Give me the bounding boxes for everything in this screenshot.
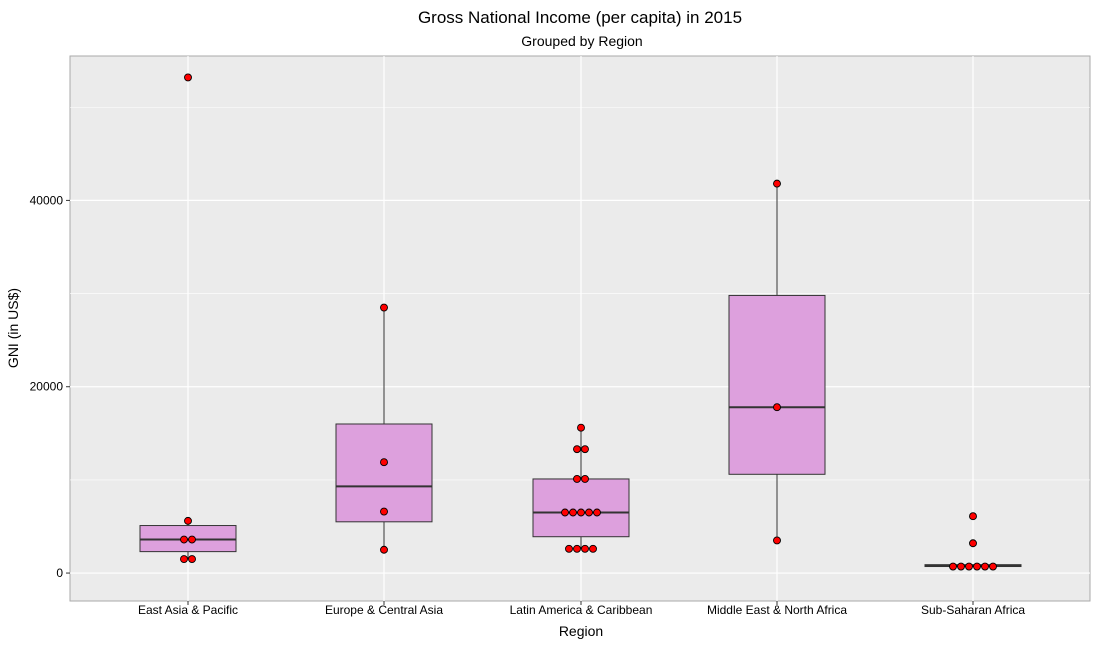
box-layer <box>139 183 1022 568</box>
data-point <box>573 544 581 553</box>
chart-subtitle: Grouped by Region <box>521 33 642 49</box>
data-point <box>380 545 388 554</box>
data-point <box>184 516 192 525</box>
data-point <box>973 562 981 571</box>
x-tick-label: Sub-Saharan Africa <box>921 603 1025 617</box>
data-point <box>380 507 388 516</box>
data-point <box>969 512 977 521</box>
data-point <box>585 508 593 517</box>
data-point <box>569 508 577 517</box>
point-layer <box>180 73 997 571</box>
box <box>728 294 826 475</box>
data-point <box>589 544 597 553</box>
data-point <box>180 555 188 564</box>
data-point <box>188 555 196 564</box>
data-point <box>981 562 989 571</box>
data-point <box>380 458 388 467</box>
box <box>532 478 630 538</box>
y-tick-label: 20000 <box>30 380 64 394</box>
box <box>335 423 433 523</box>
data-point <box>773 536 781 545</box>
data-point <box>561 508 569 517</box>
x-tick-label: Middle East & North Africa <box>707 603 847 617</box>
data-point <box>965 562 973 571</box>
data-point <box>581 475 589 483</box>
data-point <box>969 539 977 548</box>
data-point <box>573 445 581 454</box>
data-point <box>593 508 601 517</box>
x-tick-layer: East Asia & Pacific Europe & Central Asia… <box>138 601 1025 617</box>
y-tick-label: 40000 <box>30 193 64 207</box>
data-point <box>180 535 188 544</box>
data-point <box>184 73 192 82</box>
x-tick-label: Europe & Central Asia <box>325 603 443 617</box>
data-point <box>949 562 957 571</box>
data-point <box>957 562 965 571</box>
data-point <box>989 562 997 571</box>
data-point <box>577 423 585 432</box>
data-point <box>565 544 573 553</box>
x-tick-label: Latin America & Caribbean <box>510 603 653 617</box>
data-point <box>380 303 388 312</box>
y-tick-layer: 0 20000 40000 <box>30 193 70 580</box>
data-point <box>773 403 781 412</box>
data-point <box>773 179 781 188</box>
x-tick-label: East Asia & Pacific <box>138 603 238 617</box>
x-axis-title: Region <box>559 623 603 639</box>
y-tick-label: 0 <box>56 566 63 580</box>
data-point <box>577 508 585 517</box>
data-point <box>581 544 589 553</box>
data-point <box>581 445 589 454</box>
y-axis-title: GNI (in US$) <box>5 288 21 368</box>
chart-title: Gross National Income (per capita) in 20… <box>418 8 742 27</box>
data-point <box>573 475 581 483</box>
data-point <box>188 535 196 544</box>
